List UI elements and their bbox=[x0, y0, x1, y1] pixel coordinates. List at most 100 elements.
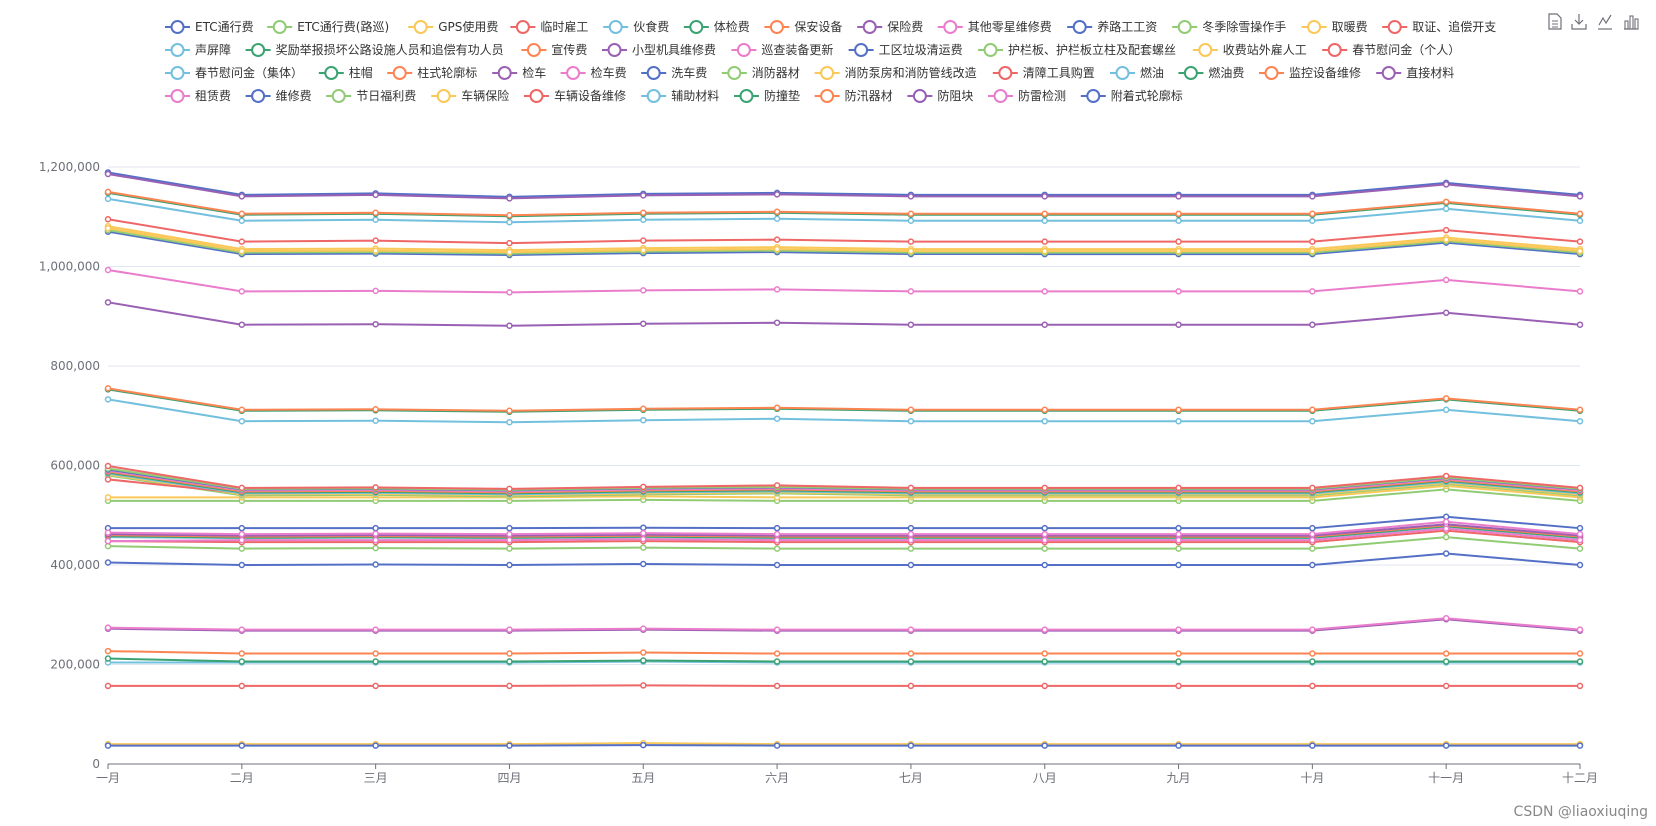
data-point[interactable] bbox=[907, 530, 915, 538]
legend-item[interactable]: 宣传费 bbox=[521, 42, 587, 57]
data-point[interactable] bbox=[506, 650, 513, 657]
legend-item[interactable]: 巡查装备更新 bbox=[731, 42, 833, 57]
data-point[interactable] bbox=[372, 484, 379, 491]
data-point[interactable] bbox=[238, 193, 246, 200]
data-point[interactable] bbox=[1576, 530, 1584, 538]
series-26[interactable] bbox=[104, 266, 1584, 296]
data-point[interactable] bbox=[372, 626, 379, 633]
legend-item[interactable]: 临时雇工 bbox=[510, 19, 588, 34]
data-point[interactable] bbox=[773, 658, 781, 665]
legend-item[interactable]: 防阻块 bbox=[907, 88, 973, 103]
data-point[interactable] bbox=[1442, 181, 1450, 188]
series-24[interactable] bbox=[104, 188, 1584, 219]
data-point[interactable] bbox=[506, 485, 513, 493]
legend-item[interactable]: 声屏障 bbox=[165, 42, 231, 57]
series-6[interactable] bbox=[104, 647, 1584, 657]
data-point[interactable] bbox=[238, 288, 246, 295]
data-point[interactable] bbox=[640, 237, 647, 244]
data-point[interactable] bbox=[1309, 288, 1316, 295]
legend-item[interactable]: 消防器材 bbox=[721, 65, 800, 80]
data-point[interactable] bbox=[1576, 247, 1584, 255]
data-point[interactable] bbox=[773, 208, 781, 216]
data-point[interactable] bbox=[1442, 518, 1450, 525]
data-point[interactable] bbox=[238, 626, 246, 633]
data-point[interactable] bbox=[1041, 626, 1048, 633]
data-point[interactable] bbox=[1041, 217, 1048, 224]
data-point[interactable] bbox=[238, 658, 246, 665]
legend-item[interactable]: 防撞垫 bbox=[734, 88, 800, 103]
data-point[interactable] bbox=[506, 658, 513, 665]
data-point[interactable] bbox=[1175, 545, 1182, 552]
data-point[interactable] bbox=[907, 238, 915, 245]
data-point[interactable] bbox=[104, 655, 112, 662]
series-43[interactable] bbox=[104, 170, 1584, 202]
data-point[interactable] bbox=[640, 524, 647, 531]
data-point[interactable] bbox=[640, 544, 647, 551]
data-point[interactable] bbox=[372, 191, 379, 199]
legend-item[interactable]: 其他零星维修费 bbox=[937, 19, 1052, 34]
data-point[interactable] bbox=[372, 536, 379, 544]
data-point[interactable] bbox=[907, 561, 915, 569]
data-point[interactable] bbox=[773, 682, 781, 690]
data-point[interactable] bbox=[640, 483, 647, 491]
data-point[interactable] bbox=[238, 524, 246, 532]
data-point[interactable] bbox=[104, 476, 112, 483]
data-point[interactable] bbox=[1576, 682, 1584, 690]
data-point[interactable] bbox=[640, 535, 647, 543]
data-point[interactable] bbox=[1175, 484, 1182, 492]
data-point[interactable] bbox=[104, 385, 112, 392]
data-point[interactable] bbox=[907, 545, 915, 552]
legend-item[interactable]: 清障工具购置 bbox=[992, 65, 1095, 80]
save-image-icon[interactable] bbox=[1571, 14, 1587, 30]
toolbox[interactable] bbox=[1548, 13, 1639, 30]
data-point[interactable] bbox=[1175, 742, 1182, 749]
data-point[interactable] bbox=[773, 415, 781, 422]
data-point[interactable] bbox=[104, 624, 112, 631]
data-point[interactable] bbox=[238, 536, 246, 544]
data-point[interactable] bbox=[1041, 484, 1048, 492]
data-point[interactable] bbox=[1576, 658, 1584, 665]
data-point[interactable] bbox=[1442, 614, 1450, 622]
data-point[interactable] bbox=[640, 682, 647, 689]
legend[interactable]: ETC通行费 ETC通行费(路巡) GPS使用费 临时雇工 伙食费 体检费 保安设备 保险费 其… bbox=[165, 19, 1496, 103]
legend-item[interactable]: ETC通行费 bbox=[165, 20, 254, 34]
data-point[interactable] bbox=[238, 742, 246, 749]
data-point[interactable] bbox=[1175, 626, 1182, 633]
data-point[interactable] bbox=[372, 287, 379, 295]
data-point[interactable] bbox=[506, 561, 513, 569]
legend-item[interactable]: 节日福利费 bbox=[326, 88, 416, 103]
data-point[interactable] bbox=[1175, 210, 1182, 218]
data-point[interactable] bbox=[506, 407, 513, 415]
data-point[interactable] bbox=[773, 524, 781, 532]
legend-item[interactable]: 防汛器材 bbox=[814, 88, 893, 103]
legend-item[interactable]: 保安设备 bbox=[764, 19, 842, 34]
data-point[interactable] bbox=[506, 524, 513, 532]
data-point[interactable] bbox=[1041, 682, 1048, 690]
legend-item[interactable]: 工区垃圾清运费 bbox=[848, 42, 963, 57]
data-point[interactable] bbox=[506, 530, 513, 538]
data-point[interactable] bbox=[640, 529, 647, 537]
data-point[interactable] bbox=[773, 245, 781, 253]
data-point[interactable] bbox=[372, 658, 379, 665]
data-point[interactable] bbox=[1576, 217, 1584, 224]
data-point[interactable] bbox=[1175, 406, 1182, 414]
legend-item[interactable]: 燃油 bbox=[1110, 65, 1164, 80]
series-22[interactable] bbox=[104, 195, 1584, 226]
data-point[interactable] bbox=[372, 682, 379, 690]
data-point[interactable] bbox=[1576, 417, 1584, 425]
data-point[interactable] bbox=[907, 536, 915, 544]
legend-item[interactable]: 监控设备维修 bbox=[1259, 65, 1361, 80]
data-point[interactable] bbox=[1442, 395, 1450, 402]
data-point[interactable] bbox=[1309, 417, 1316, 425]
series-3[interactable] bbox=[104, 682, 1584, 690]
data-point[interactable] bbox=[104, 170, 112, 178]
data-point[interactable] bbox=[104, 559, 112, 566]
data-point[interactable] bbox=[1576, 545, 1584, 552]
data-point[interactable] bbox=[1309, 530, 1316, 538]
data-point[interactable] bbox=[506, 536, 513, 544]
data-point[interactable] bbox=[238, 321, 246, 328]
data-point[interactable] bbox=[1175, 217, 1182, 224]
data-point[interactable] bbox=[372, 742, 379, 749]
data-point[interactable] bbox=[104, 396, 112, 403]
data-point[interactable] bbox=[1041, 545, 1048, 552]
